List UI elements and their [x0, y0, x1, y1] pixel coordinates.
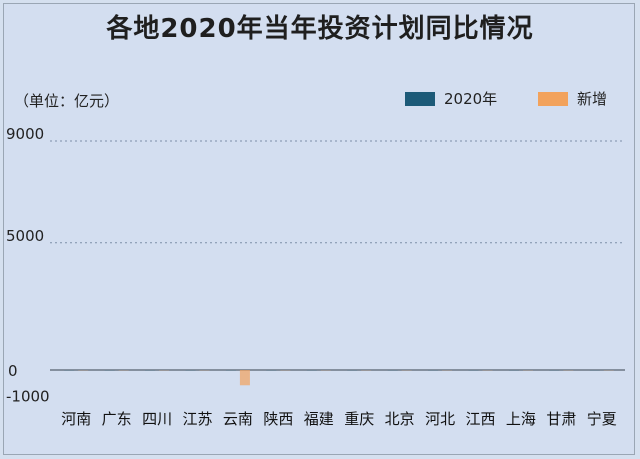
bar-new: [442, 370, 453, 371]
bar-new: [118, 370, 129, 371]
x-tick-label: 福建: [304, 410, 334, 428]
x-tick-label: 江苏: [182, 410, 212, 428]
bar-2020: [225, 370, 236, 371]
bar-2020: [104, 370, 115, 371]
bar-2020: [266, 370, 277, 371]
bar-new: [280, 370, 291, 371]
x-tick-label: 宁夏: [587, 410, 617, 428]
bar-new: [239, 370, 250, 386]
bar-2020: [589, 370, 600, 371]
x-tick-label: 广东: [102, 410, 132, 428]
legend-swatch-2020: [405, 91, 435, 106]
bar-2020: [428, 370, 439, 371]
legend-item-2020: 2020年: [405, 88, 497, 109]
bar-new: [320, 370, 331, 371]
bar-2020: [468, 370, 479, 371]
x-tick-label: 北京: [385, 410, 415, 428]
x-tick-label: 重庆: [344, 410, 374, 428]
bar-new: [78, 370, 89, 371]
x-tick-label: 江西: [465, 410, 495, 428]
y-tick-label: 0: [8, 362, 18, 380]
x-tick-label: 云南: [223, 410, 253, 428]
bar-2020: [64, 370, 75, 371]
unit-label: （单位：亿元）: [14, 92, 120, 110]
bar-2020: [387, 370, 398, 371]
chart-title: 各地2020年当年投资计划同比情况: [106, 14, 534, 44]
legend-swatch-new: [538, 91, 568, 106]
x-tick-label: 河南: [61, 410, 91, 428]
y-tick-label: 9000: [6, 125, 44, 143]
bar-new: [603, 370, 614, 371]
y-tick-label: 5000: [6, 227, 44, 245]
bar-2020: [347, 370, 358, 371]
bar-new: [361, 370, 372, 371]
x-tick-label: 河北: [425, 410, 455, 428]
bar-2020: [306, 370, 317, 371]
y-tick-label: -1000: [6, 387, 50, 405]
bar-new: [522, 370, 533, 371]
legend-item-new: 新增: [538, 88, 607, 109]
x-tick-label: 上海: [506, 410, 536, 428]
bar-new: [563, 370, 574, 371]
bar-new: [482, 370, 493, 371]
legend-label-new: 新增: [577, 90, 608, 108]
x-tick-label: 甘肃: [546, 410, 576, 428]
bar-new: [159, 370, 170, 371]
bar-2020: [508, 370, 519, 371]
bar-2020: [185, 370, 196, 371]
legend-label-2020: 2020年: [444, 90, 498, 108]
x-tick-label: 陕西: [263, 410, 293, 428]
x-tick-label: 四川: [142, 410, 172, 428]
bar-new: [401, 370, 412, 371]
bar-2020: [145, 370, 156, 371]
bar-2020: [549, 370, 560, 371]
chart-frame: [3, 3, 635, 455]
bar-new: [199, 370, 210, 371]
